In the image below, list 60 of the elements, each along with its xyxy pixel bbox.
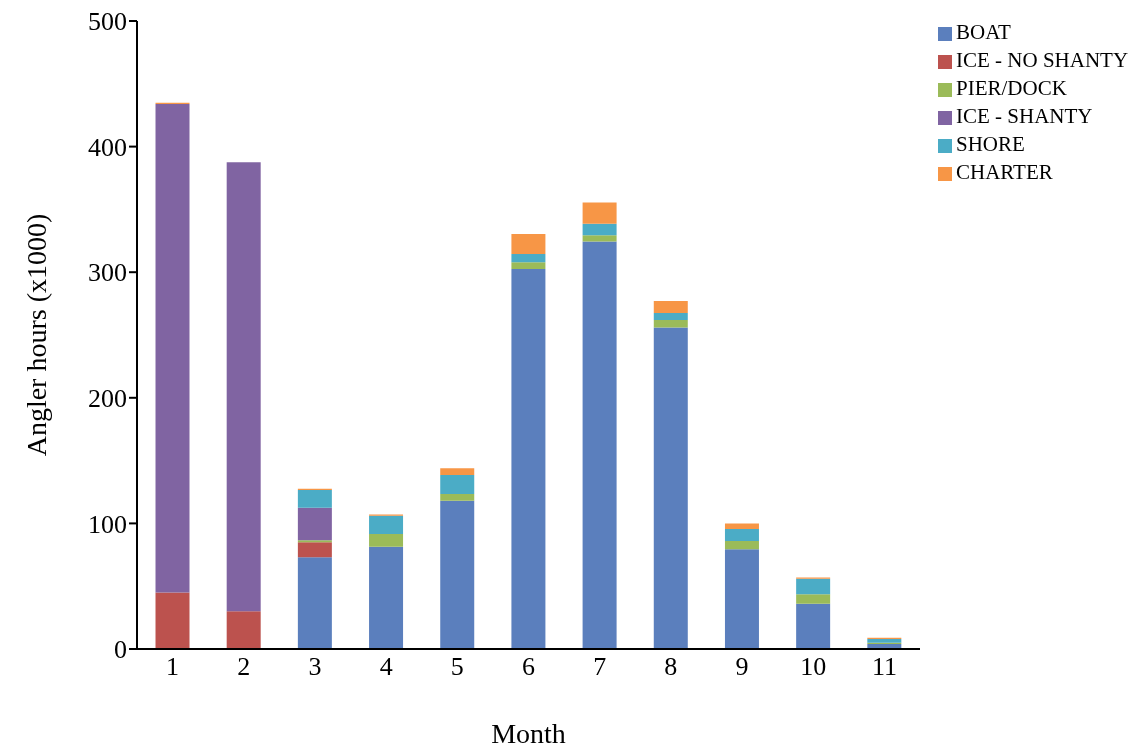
- bar: [369, 534, 404, 547]
- legend-label: PIER/DOCK: [956, 76, 1067, 100]
- bar: [297, 542, 332, 558]
- bar: [440, 493, 475, 501]
- bar: [440, 475, 475, 494]
- bar: [582, 202, 617, 224]
- bar: [582, 241, 617, 649]
- bar: [297, 490, 332, 508]
- x-tick-label: 6: [522, 652, 535, 682]
- bar: [440, 468, 475, 476]
- legend-label: BOAT: [956, 20, 1011, 44]
- bar: [297, 557, 332, 649]
- bar: [724, 540, 759, 550]
- y-axis-title: Angler hours (x1000): [20, 213, 52, 457]
- y-tick-label: 300: [88, 258, 127, 288]
- x-tick-label: 5: [450, 652, 464, 682]
- bar: [724, 523, 759, 530]
- y-tick-label: 500: [88, 7, 127, 37]
- legend-label: ICE - SHANTY: [956, 104, 1093, 128]
- bar: [796, 603, 831, 649]
- bar: [369, 515, 404, 535]
- bar: [226, 611, 261, 649]
- bar: [582, 235, 617, 242]
- bar: [796, 578, 831, 595]
- bar: [226, 162, 261, 612]
- bar: [297, 507, 332, 541]
- bar: [653, 301, 688, 314]
- y-tick-label: 0: [114, 635, 127, 665]
- x-tick-label: 2: [237, 652, 251, 682]
- bar: [867, 638, 902, 643]
- bar: [511, 253, 546, 263]
- bar: [653, 313, 688, 320]
- y-tick-label: 100: [88, 509, 127, 539]
- bar: [653, 319, 688, 328]
- y-tick-label: 200: [88, 384, 127, 414]
- x-axis-title: Month: [491, 718, 566, 749]
- legend-label: SHORE: [956, 132, 1025, 156]
- bar: [582, 223, 617, 236]
- bar: [369, 546, 404, 649]
- x-tick-label: 4: [379, 652, 393, 682]
- legend-label: ICE - NO SHANTY: [956, 48, 1129, 72]
- legend-label: CHARTER: [956, 160, 1053, 184]
- x-tick-label: 10: [800, 652, 827, 682]
- y-tick-label: 400: [88, 132, 127, 162]
- bar: [724, 529, 759, 541]
- bar: [724, 549, 759, 649]
- bar: [653, 327, 688, 649]
- bar: [440, 500, 475, 649]
- x-tick-label: 1: [166, 652, 180, 682]
- x-tick-label: 9: [735, 652, 749, 682]
- x-tick-label: 3: [308, 652, 322, 682]
- bar: [155, 592, 190, 649]
- x-tick-label: 8: [664, 652, 678, 682]
- bar: [511, 269, 546, 649]
- bar: [155, 103, 190, 593]
- bar: [796, 594, 831, 604]
- bar: [511, 262, 546, 270]
- x-tick-label: 11: [871, 652, 897, 682]
- x-tick-label: 7: [593, 652, 607, 682]
- bar: [511, 233, 546, 254]
